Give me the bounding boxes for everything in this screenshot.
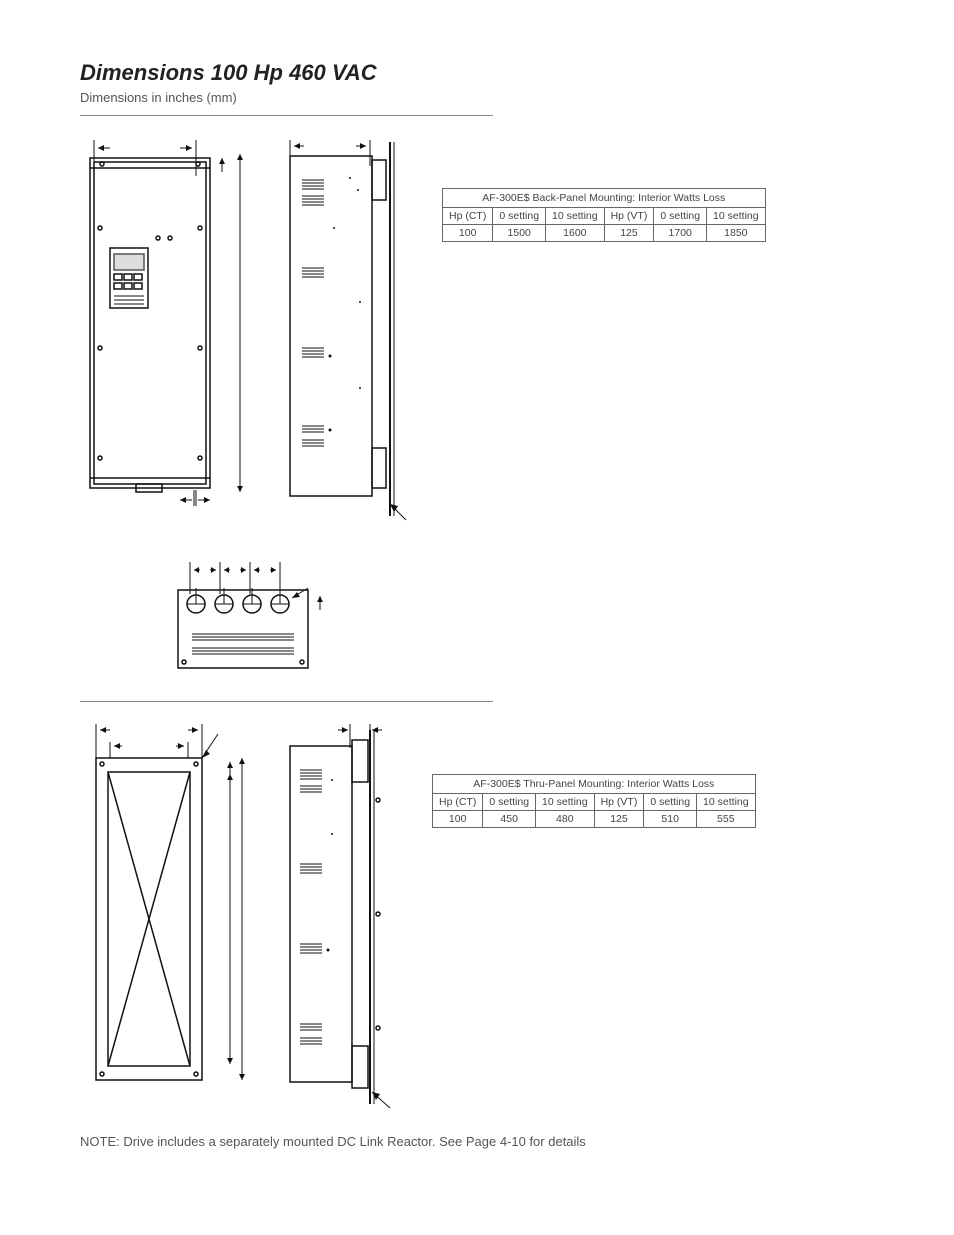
drawings-row-1 [80,128,418,528]
footer-note: NOTE: Drive includes a separately mounte… [80,1134,874,1149]
connector-drawing-block [80,548,874,693]
section-thru-panel: AF-300E$ Thru-Panel Mounting: Interior W… [80,714,874,1114]
table-back-panel: AF-300E$ Back-Panel Mounting: Interior W… [442,188,766,242]
table-thru-panel: AF-300E$ Thru-Panel Mounting: Interior W… [432,774,756,828]
table2-col-0: Hp (CT) [433,794,483,811]
section-back-panel: AF-300E$ Back-Panel Mounting: Interior W… [80,128,874,528]
front-view-drawing [80,128,260,508]
drawings-row-2 [80,714,408,1114]
page-subtitle: Dimensions in inches (mm) [80,90,874,105]
table2-cell: 480 [536,811,595,828]
table2-col-1: 0 setting [483,794,536,811]
table2-col-2: 10 setting [536,794,595,811]
table1-title: AF-300E$ Back-Panel Mounting: Interior W… [443,189,766,208]
table2-cell: 100 [433,811,483,828]
table2-col-4: 0 setting [644,794,697,811]
table1-col-1: 0 setting [493,208,546,225]
table2-cell: 510 [644,811,697,828]
table1-col-2: 10 setting [546,208,605,225]
side-thru-drawing [278,714,408,1114]
connector-drawing [170,548,340,688]
side-view-drawing [278,128,418,528]
divider-top [80,115,493,116]
table1-cell: 1850 [707,225,766,242]
table1-col-3: Hp (VT) [604,208,654,225]
table1-cell: 125 [604,225,654,242]
table1-cell: 1600 [546,225,605,242]
table2-title: AF-300E$ Thru-Panel Mounting: Interior W… [433,775,756,794]
table1-col-5: 10 setting [707,208,766,225]
table2-cell: 125 [594,811,644,828]
table2-cell: 450 [483,811,536,828]
table2-col-3: Hp (VT) [594,794,644,811]
cutout-drawing [80,714,260,1094]
table2-cell: 555 [697,811,756,828]
table1-cell: 1500 [493,225,546,242]
table1-cell: 1700 [654,225,707,242]
divider-mid [80,701,493,702]
table1-cell: 100 [443,225,493,242]
table2-col-5: 10 setting [697,794,756,811]
page-title: Dimensions 100 Hp 460 VAC [80,60,874,86]
table1-col-4: 0 setting [654,208,707,225]
table1-col-0: Hp (CT) [443,208,493,225]
